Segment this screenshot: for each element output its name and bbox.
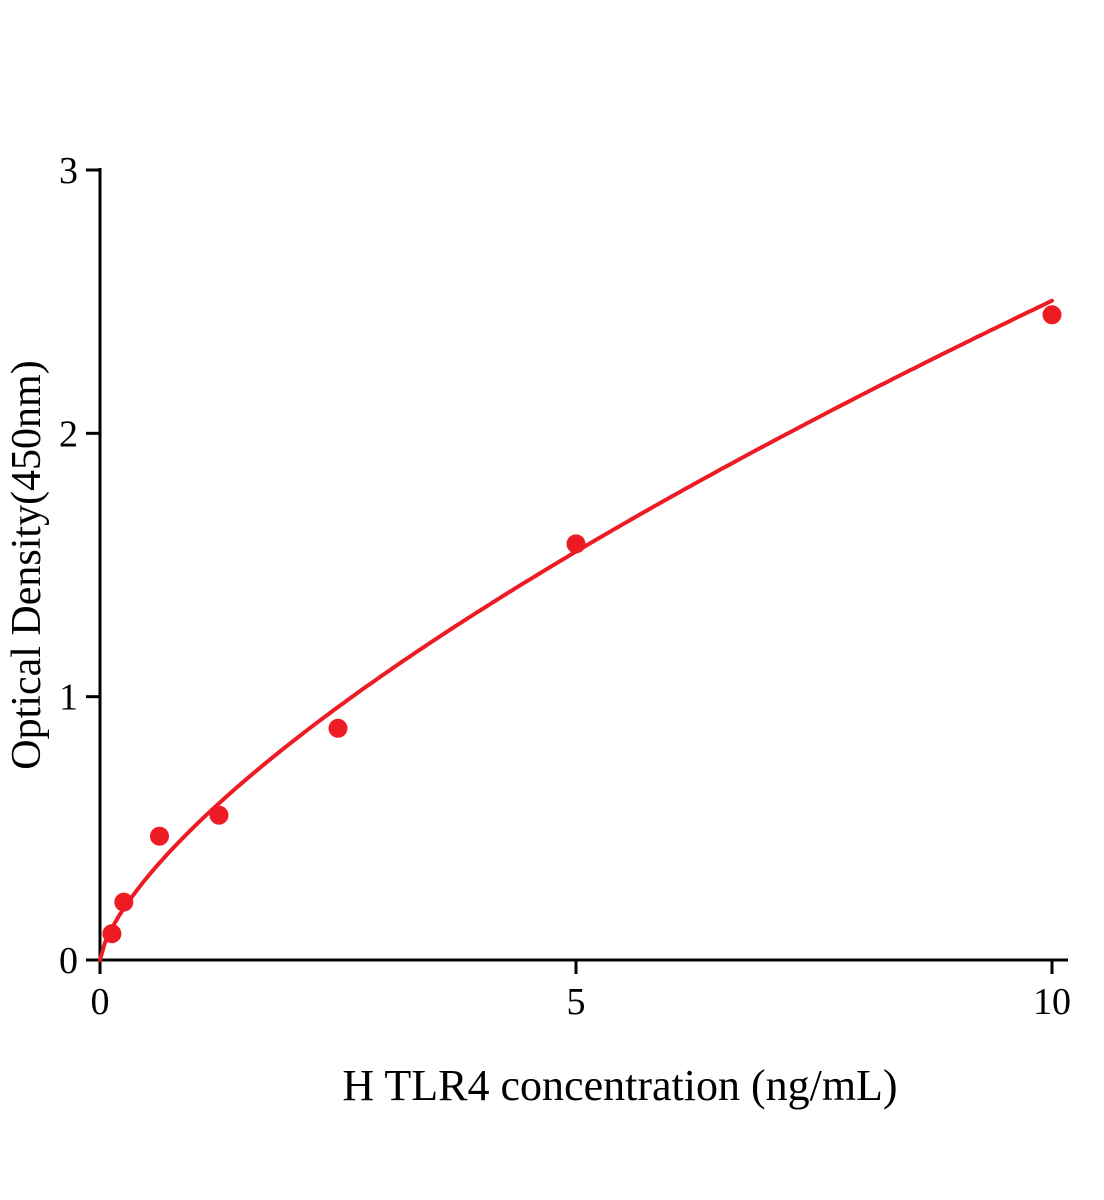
fit-curve-path [98,298,1054,962]
y-tick-label: 2 [59,413,78,455]
data-point [328,718,348,738]
data-point [1042,305,1062,325]
tick-marks [86,168,1054,974]
x-tick-label: 0 [91,981,110,1023]
data-point [114,892,134,912]
y-tick-label: 1 [59,677,78,719]
x-axis-label: H TLR4 concentration (ng/mL) [342,1061,897,1110]
y-tick-label: 3 [59,150,78,192]
data-point [102,924,122,944]
y-tick-label: 0 [59,940,78,982]
x-tick-label: 10 [1033,981,1071,1023]
y-axis-label: Optical Density(450nm) [4,360,50,769]
tick-labels: 0 5 10 0 1 2 3 [59,150,1071,1023]
axes [98,168,1068,962]
data-point [150,826,169,846]
fit-curve [98,298,1054,962]
data-points [102,305,1062,944]
data-point [209,805,229,825]
data-point [566,534,586,554]
x-tick-label: 5 [567,981,586,1023]
